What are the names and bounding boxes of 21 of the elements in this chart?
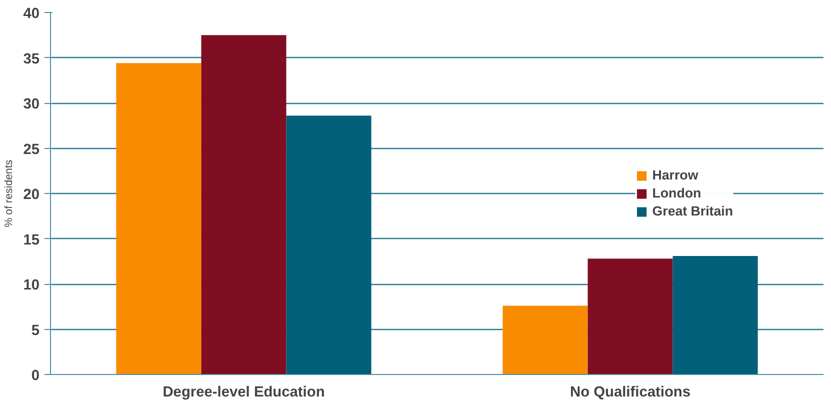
- legend-label: Great Britain: [652, 204, 733, 218]
- bar: [286, 116, 372, 374]
- y-tick-label: 30: [23, 96, 40, 112]
- y-axis-title: % of residents: [3, 160, 16, 228]
- y-tick-label: 15: [23, 232, 40, 248]
- x-tick-label: No Qualifications: [570, 384, 691, 400]
- x-tick-label: Degree-level Education: [162, 384, 325, 400]
- bar: [116, 63, 202, 374]
- y-tick-label: 20: [23, 187, 40, 203]
- y-tick-label: 40: [23, 6, 40, 22]
- bar: [201, 35, 286, 374]
- bar: [588, 258, 673, 374]
- bar: [672, 256, 758, 374]
- y-tick-label: 10: [23, 278, 40, 294]
- bar: [502, 306, 588, 374]
- y-tick-label: 0: [31, 368, 40, 384]
- legend-label: Harrow: [652, 168, 698, 182]
- y-tick-label: 25: [23, 142, 40, 158]
- y-tick-label: 35: [23, 51, 40, 68]
- legend-label: London: [652, 186, 702, 200]
- y-tick-label: 5: [31, 322, 40, 339]
